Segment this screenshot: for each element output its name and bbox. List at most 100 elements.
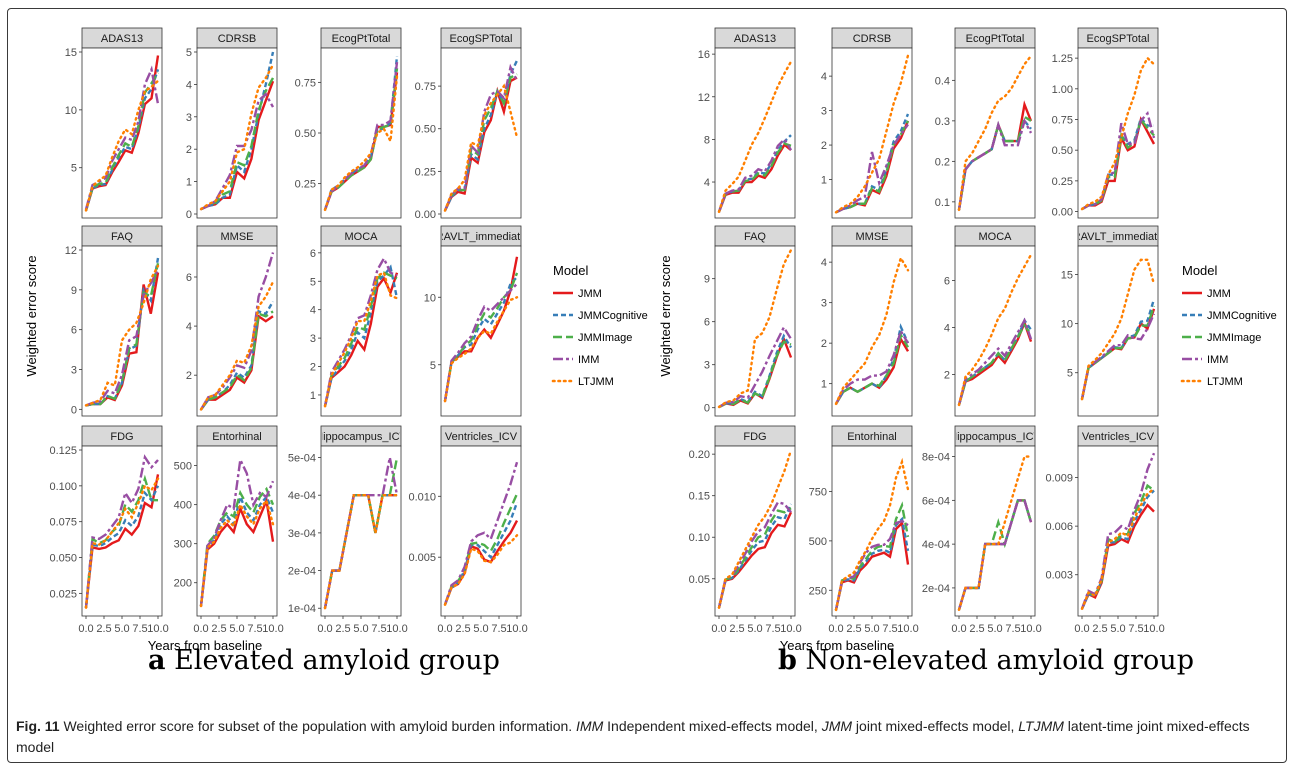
x-tick-label: 7.5 — [247, 623, 262, 635]
series-line-ltjmm — [957, 455, 1033, 611]
facet-moca: MOCA 1 2 3 4 5 6 — [310, 225, 402, 417]
legend: Model JMM JMMCognitive JMMImage IMM LTJMM — [1180, 263, 1277, 388]
y-tick-label: 16 — [698, 49, 710, 61]
y-tick-label: 0.00 — [1052, 207, 1073, 219]
series-line-jmmcognitive — [835, 113, 910, 214]
series-line-imm — [957, 317, 1033, 406]
facet-strip-label: CDRSB — [218, 33, 257, 45]
y-tick-label: 0.10 — [689, 532, 710, 544]
y-axis-title: Weighted error score — [24, 255, 39, 376]
facet-strip-label: EcogSPTotal — [450, 33, 513, 45]
y-tick-label: 0.006 — [1045, 521, 1073, 533]
y-tick-label: 5 — [310, 276, 316, 288]
chart-panel-a: ADAS1351015CDRSB012345EcogPtTotal0.250.5… — [24, 27, 648, 653]
series-line-jmmimage — [200, 310, 274, 411]
x-tick-label: 10.0 — [506, 623, 527, 635]
y-tick-label: 400 — [174, 500, 192, 512]
x-tick-label: 7.5 — [765, 623, 780, 635]
y-tick-label: 6e-04 — [922, 495, 950, 507]
x-tick-label: 7.5 — [132, 623, 147, 635]
series-line-ltjmm — [1080, 487, 1156, 610]
series-line-jmm — [200, 314, 274, 411]
series-line-imm — [717, 137, 793, 213]
x-tick-label: 10.0 — [147, 623, 168, 635]
series-line-ltjmm — [323, 75, 399, 212]
series-line-imm — [957, 117, 1033, 211]
y-tick-label: 3 — [821, 298, 827, 310]
figure-frame — [7, 8, 1287, 763]
y-tick-label: 0.4 — [935, 75, 950, 87]
series-line-jmmcognitive — [443, 501, 519, 606]
y-tick-label: 3 — [310, 333, 316, 345]
y-tick-label: 3 — [704, 360, 710, 372]
facet-strip-label: FAQ — [111, 231, 133, 243]
facet-fdg: FDG 0.025 0.050 0.075 0.100 0.125 0.0 2.5 5.0 7.5… — [49, 425, 169, 635]
y-tick-label: 4 — [821, 257, 827, 269]
y-tick-label: 8e-04 — [922, 452, 950, 464]
y-tick-label: 0.1 — [935, 197, 950, 209]
y-tick-label: 1 — [821, 175, 827, 187]
legend-label-jmmcognitive: JMMCognitive — [1207, 310, 1277, 322]
facet-strip-label: EcogPtTotal — [332, 33, 391, 45]
legend-label-jmmcognitive: JMMCognitive — [578, 310, 648, 322]
facet-entorhinal: Entorhinal 200 300 400 500 0.0 2.5 5.0 7.5 10.0 — [174, 425, 284, 635]
series-line-jmmcognitive — [84, 69, 160, 211]
series-line-jmm — [1080, 503, 1155, 610]
y-tick-label: 3 — [71, 365, 77, 377]
series-line-ltjmm — [323, 494, 399, 610]
series-line-ltjmm — [957, 253, 1033, 407]
series-line-imm — [84, 65, 160, 210]
y-tick-label: 0 — [186, 209, 192, 221]
x-tick-label: 5.0 — [114, 623, 129, 635]
y-tick-label: 6 — [71, 325, 77, 337]
series-line-imm — [443, 282, 518, 402]
facet-panel — [196, 47, 278, 219]
y-axis-title: Weighted error score — [658, 255, 673, 376]
y-tick-label: 0.25 — [415, 166, 436, 178]
y-tick-label: 4e-04 — [922, 539, 950, 551]
x-tick-label: 7.5 — [1128, 623, 1143, 635]
facet-panel — [81, 445, 163, 617]
legend-label-imm: IMM — [1207, 354, 1228, 366]
x-tick-label: 2.5 — [846, 623, 861, 635]
facet-panel — [831, 445, 913, 617]
series-line-ltjmm — [323, 271, 399, 408]
y-tick-label: 300 — [174, 539, 192, 551]
y-tick-label: 1 — [821, 379, 827, 391]
series-line-jmmimage — [717, 142, 792, 213]
series-line-ltjmm — [717, 60, 793, 214]
y-tick-label: 500 — [809, 536, 827, 548]
series-line-imm — [1080, 313, 1156, 400]
x-tick-label: 0.0 — [1074, 623, 1089, 635]
y-tick-label: 0.50 — [1052, 145, 1073, 157]
y-tick-label: 3 — [821, 106, 827, 118]
y-tick-label: 0.75 — [295, 77, 316, 89]
y-tick-label: 10 — [424, 292, 436, 304]
series-line-jmmcognitive — [200, 51, 275, 211]
x-tick-label: 0.0 — [317, 623, 332, 635]
legend-label-jmm: JMM — [578, 288, 602, 300]
facet-panel — [714, 245, 796, 417]
series-line-jmmimage — [1080, 305, 1156, 400]
x-tick-label: 0.0 — [828, 623, 843, 635]
x-tick-label: 0.0 — [951, 623, 966, 635]
facet-mmse: MMSE 1 2 3 4 — [821, 225, 913, 417]
series-line-imm — [717, 500, 792, 609]
y-tick-label: 5 — [1067, 368, 1073, 380]
legend: Model JMM JMMCognitive JMMImage IMM LTJMM — [551, 263, 648, 388]
facet-panel — [320, 47, 402, 219]
facet-strip-label: FDG — [110, 431, 133, 443]
series-line-ltjmm — [834, 54, 910, 214]
series-line-ltjmm — [443, 296, 519, 403]
series-line-imm — [1081, 110, 1156, 211]
y-tick-label: 2e-04 — [288, 566, 316, 578]
facet-strip-label: FDG — [743, 431, 766, 443]
y-tick-label: 0.025 — [49, 588, 77, 600]
x-tick-label: 5.0 — [229, 623, 244, 635]
facet-strip-label: EcogPtTotal — [966, 33, 1025, 45]
facet-faq: FAQ 0 3 6 9 — [704, 225, 796, 417]
facet-chart-svg: ADAS1351015CDRSB012345EcogPtTotal0.250.5… — [24, 27, 1277, 653]
y-tick-label: 5 — [71, 163, 77, 175]
y-tick-label: 0.010 — [408, 491, 436, 503]
y-tick-label: 0.00 — [415, 209, 436, 221]
